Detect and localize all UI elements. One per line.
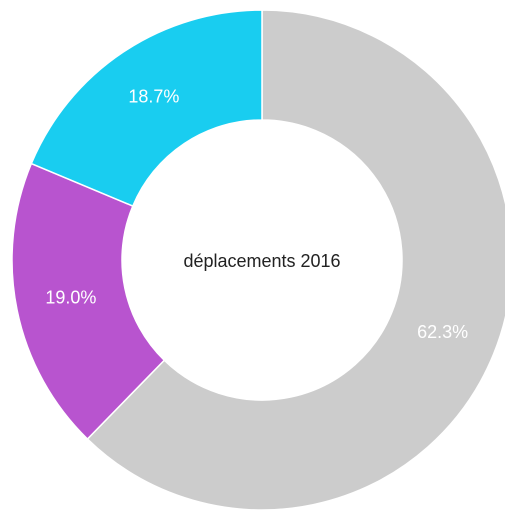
donut-slice (86, 9, 505, 510)
value-label: 18.7% (128, 86, 179, 106)
value-label: 62.3% (417, 322, 468, 342)
donut-slice (11, 162, 166, 441)
value-label: 19.0% (45, 288, 96, 308)
center-title: déplacements 2016 (183, 251, 340, 271)
slices (11, 9, 505, 510)
donut-slice (30, 9, 263, 207)
